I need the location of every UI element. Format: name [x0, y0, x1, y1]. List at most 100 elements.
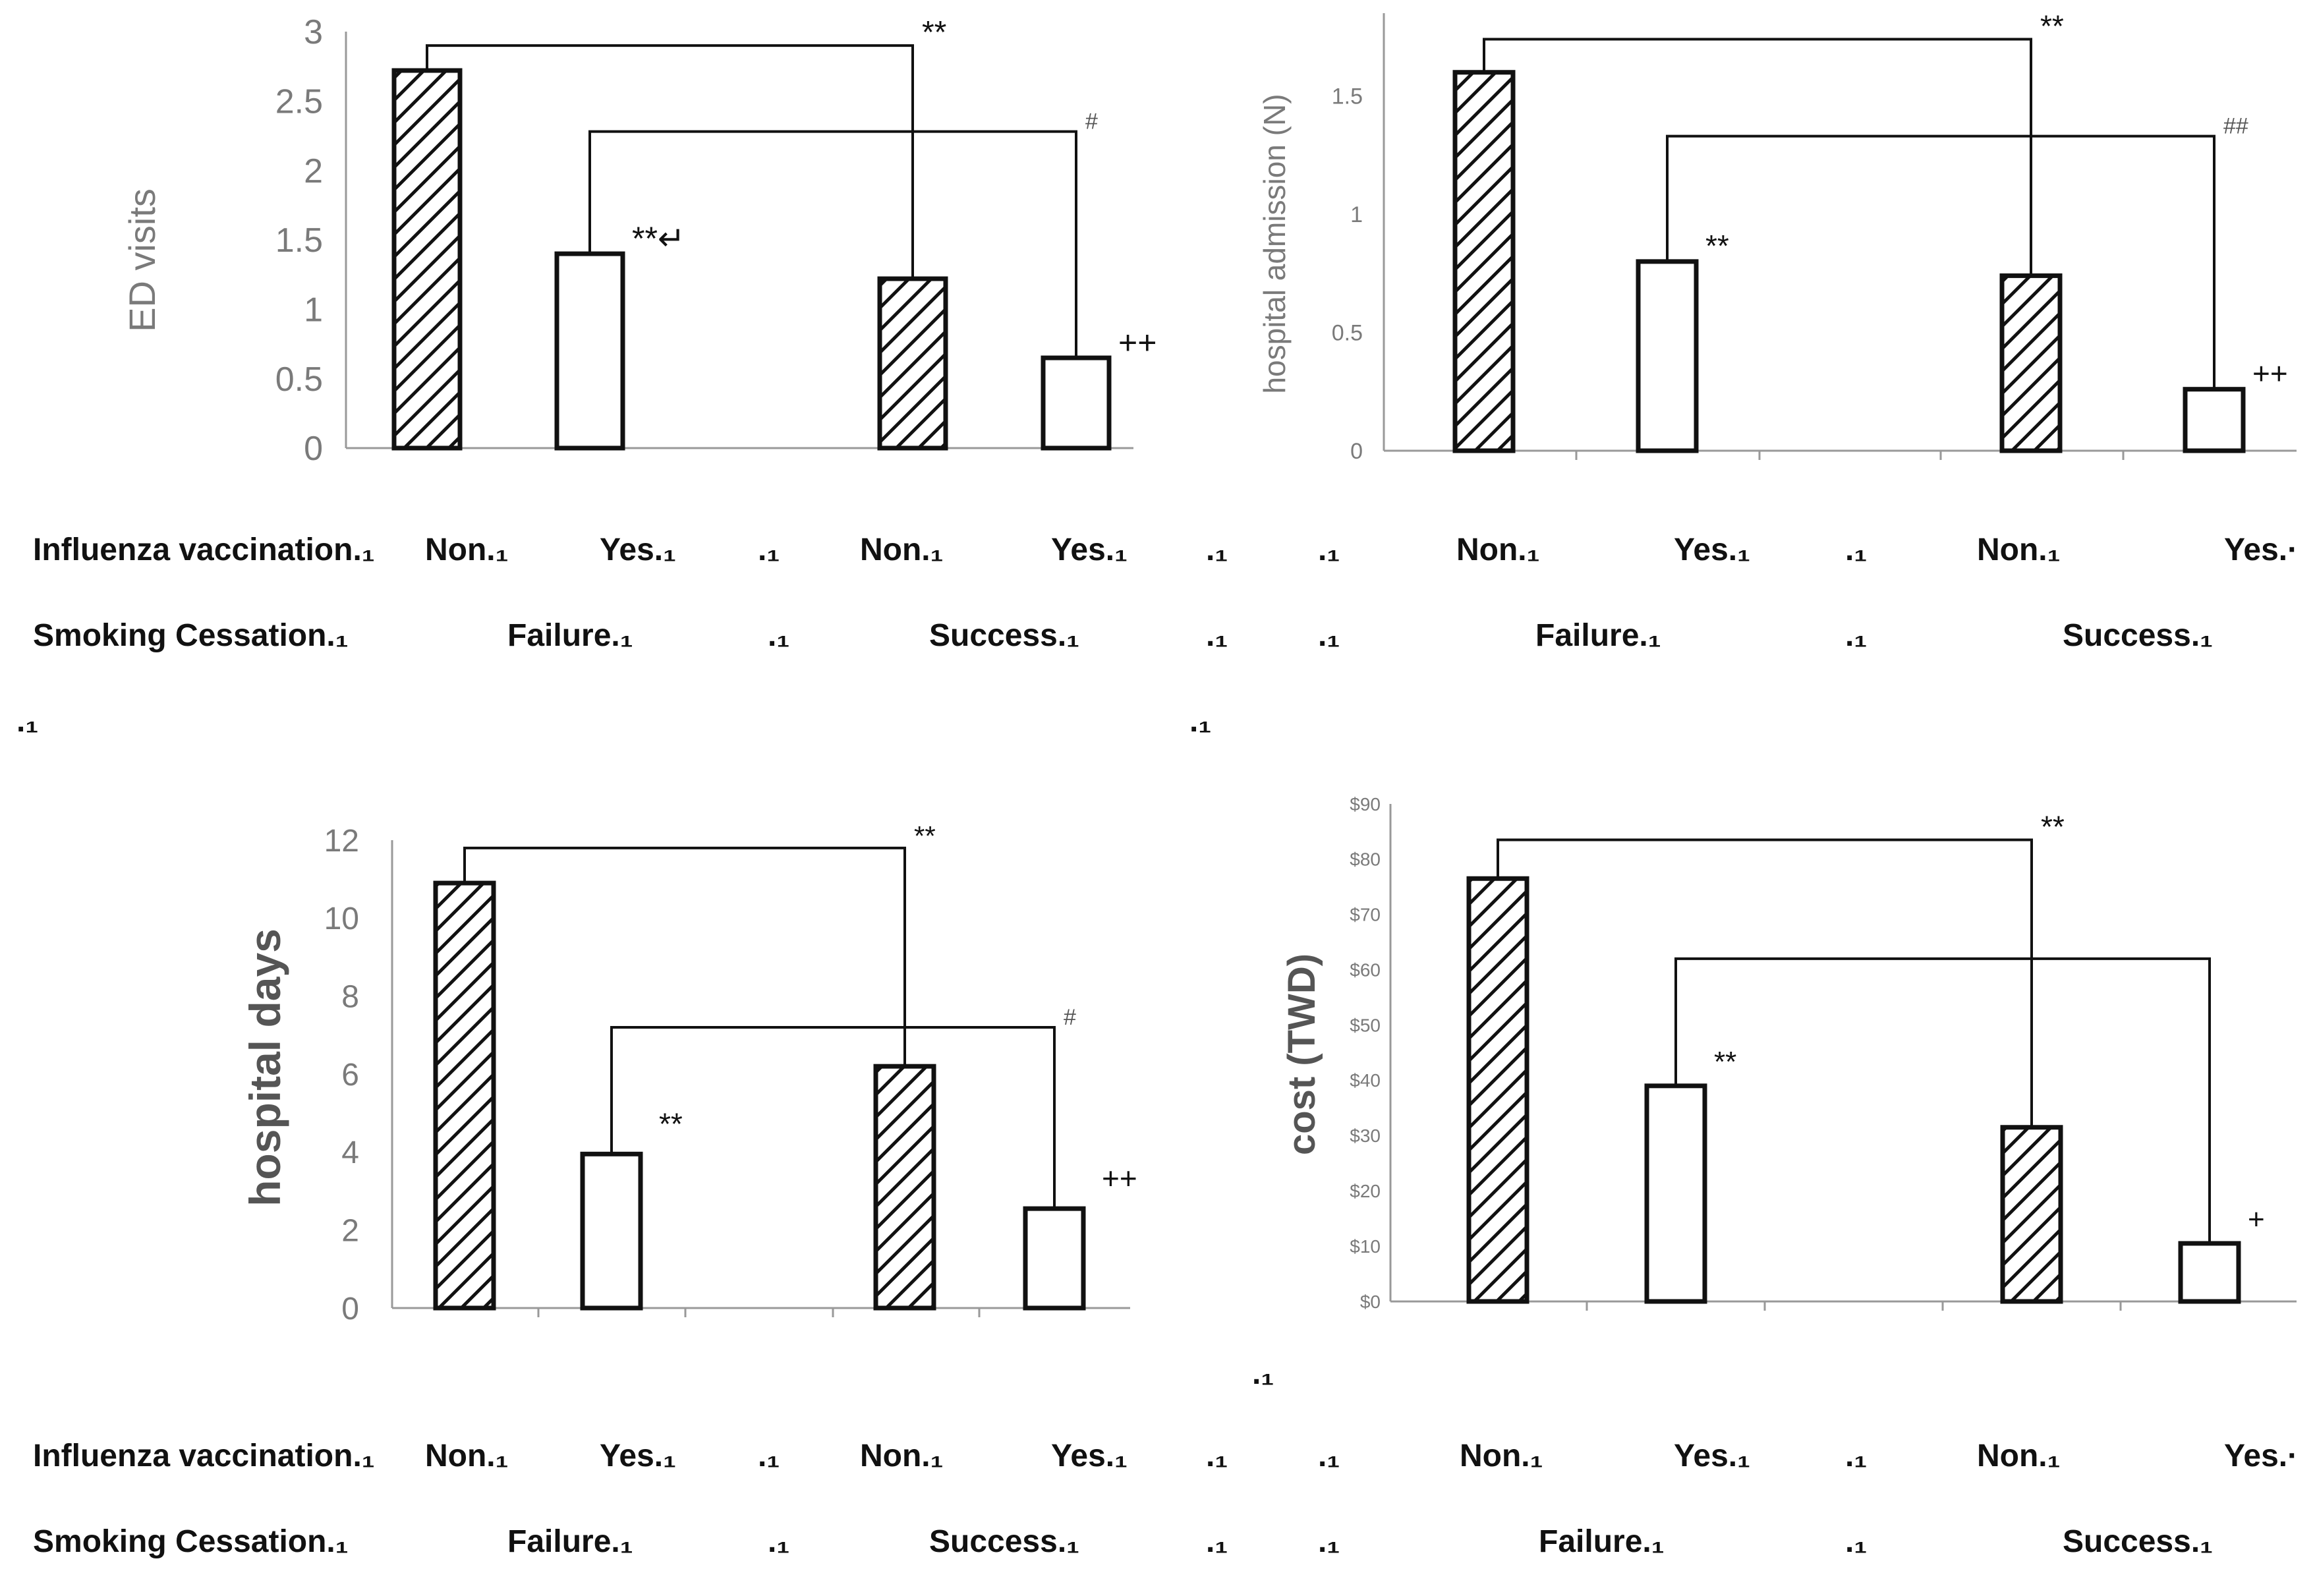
cell-dot: .₁ [768, 1524, 789, 1559]
y-axis-label: hospital days [241, 928, 289, 1207]
cell-yes: Yes.₁ [1051, 532, 1128, 567]
bar-success-non [1999, 273, 2063, 453]
cell-non: Non.₁ [425, 532, 509, 567]
row-label-influenza: Influenza vaccination.₁ [33, 1439, 375, 1473]
significance-bracket [588, 130, 1077, 358]
cell-non: Non.₁ [425, 1439, 509, 1473]
cell-dot: .₁ [1206, 532, 1228, 567]
bar-failure-non [433, 880, 496, 1311]
bars: ** ## ** ++ [1452, 9, 2288, 453]
y-tick-label: 12 [324, 824, 359, 859]
bracket-label: ** [2040, 9, 2064, 43]
y-tick-label: 1 [1350, 202, 1363, 227]
bracket-label: # [1064, 1005, 1076, 1030]
y-tick-label: 8 [341, 979, 359, 1014]
y-tick-label: 3 [304, 13, 323, 51]
cell-yes: Yes.₁ [1674, 532, 1750, 567]
y-tick-label: 6 [341, 1058, 359, 1093]
bar-significance-mark: ** [1705, 229, 1729, 263]
bar-success-non [2000, 1125, 2063, 1304]
bar-significance-mark: **↵ [632, 220, 685, 257]
y-tick-label: 0.5 [275, 360, 323, 399]
panel-ed-visits: ED visits 0 0.5 1 1.5 2 2.5 3 ** # **↵ ++ [121, 13, 1157, 468]
cell-dot: .₁ [1845, 532, 1867, 567]
cell-non: Non.₁ [860, 532, 944, 567]
panel-cost: cost (TWD) $0 $10 $20 $30 $40 $50 $60 $70 $80 $90… [1280, 794, 2297, 1312]
cell-failure: Failure.₁ [507, 1524, 633, 1559]
bracket-label: ** [2041, 810, 2065, 844]
bracket-label: # [1085, 109, 1098, 134]
cell-non: Non.₁ [1456, 532, 1540, 567]
cell-yes: Yes.· [2224, 532, 2298, 567]
cell-failure: Failure.₁ [1539, 1524, 1665, 1559]
bar-success-yes [2183, 387, 2246, 453]
row-label-smoking: Smoking Cessation.₁ [33, 1524, 349, 1559]
cell-yes: Yes.₁ [600, 532, 676, 567]
bar-significance-mark: ++ [2252, 356, 2288, 391]
y-tick-labels: 0 2 4 6 8 10 12 [324, 824, 359, 1326]
x-ticks [1575, 451, 2125, 460]
y-tick-label: 1.5 [275, 221, 323, 260]
y-tick-label: $30 [1350, 1126, 1381, 1146]
panel-hospital-admission: hospital admission (N) 0 0.5 1 1.5 ** ## ** ++ [1257, 9, 2297, 464]
y-tick-label: 1 [304, 291, 323, 329]
bar-failure-yes [1636, 259, 1699, 453]
cell-dot: .₁ [768, 618, 789, 653]
bar-significance-mark: ** [1714, 1046, 1736, 1078]
cell-yes: Yes.₁ [1051, 1439, 1128, 1473]
bar-failure-yes [580, 1151, 643, 1311]
y-tick-label: $0 [1360, 1292, 1381, 1312]
significance-bracket [610, 1026, 1056, 1209]
y-axis-label: cost (TWD) [1280, 954, 1323, 1155]
cell-failure: Failure.₁ [507, 618, 633, 653]
cell-yes: Yes.₁ [600, 1439, 676, 1473]
y-tick-label: 2.5 [275, 83, 323, 121]
panel-hospital-days: hospital days 0 2 4 6 8 10 12 ** # ** ++ [241, 820, 1137, 1326]
cell-dot: .₁ [1845, 1439, 1867, 1473]
cell-dot: .₁ [1318, 1439, 1340, 1473]
cell-yes: Yes.₁ [1674, 1439, 1750, 1473]
cell-non: Non.₁ [1460, 1439, 1543, 1473]
bar-failure-non [1452, 70, 1516, 453]
row-label-smoking: Smoking Cessation.₁ [33, 618, 349, 653]
cell-non: Non.₁ [860, 1439, 944, 1473]
y-tick-label: 4 [341, 1135, 359, 1170]
bars: ** # **↵ ++ [391, 15, 1157, 451]
y-tick-label: 1.5 [1332, 84, 1363, 109]
cell-dot: .₁ [1206, 618, 1228, 653]
y-tick-labels: 0 0.5 1 1.5 2 2.5 3 [275, 13, 323, 468]
stray-mark: .₁ [16, 704, 38, 739]
y-tick-labels: $0 $10 $20 $30 $40 $50 $60 $70 $80 $90 [1350, 794, 1381, 1312]
y-tick-label: $50 [1350, 1015, 1381, 1035]
cell-dot: .₁ [1845, 618, 1867, 653]
bar-success-yes [1041, 355, 1112, 451]
cell-failure: Failure.₁ [1535, 618, 1661, 653]
x-ticks [1586, 1301, 2122, 1311]
bars: ** # ** ++ [433, 820, 1137, 1311]
significance-bracket [1483, 38, 2032, 276]
bracket-label: ## [2223, 114, 2248, 139]
y-axis-label: hospital admission (N) [1257, 94, 1292, 393]
significance-bracket [1674, 957, 2211, 1243]
y-tick-label: $90 [1350, 794, 1381, 814]
y-tick-label: 2 [304, 152, 323, 190]
cell-non: Non.₁ [1977, 532, 2061, 567]
y-tick-label: 0 [1350, 439, 1363, 464]
cell-dot: .₁ [758, 532, 780, 567]
table-bottom: .₁ Influenza vaccination.₁ Non.₁ Yes.₁ .… [33, 1356, 2298, 1559]
y-tick-label: 10 [324, 901, 359, 936]
y-axis-label: ED visits [121, 188, 163, 332]
row-label-influenza: Influenza vaccination.₁ [33, 532, 375, 567]
y-tick-label: $60 [1350, 959, 1381, 980]
bars: ** ** + [1466, 810, 2265, 1304]
significance-bracket [1666, 134, 2215, 389]
bar-significance-mark: + [2248, 1203, 2265, 1236]
cell-dot: .₁ [1206, 1524, 1228, 1559]
cell-dot: .₁ [1206, 1439, 1228, 1473]
y-tick-label: 0.5 [1332, 320, 1363, 345]
y-tick-label: $10 [1350, 1236, 1381, 1257]
cell-dot: .₁ [1318, 1524, 1340, 1559]
x-ticks [537, 1308, 981, 1317]
y-tick-label: $80 [1350, 849, 1381, 870]
